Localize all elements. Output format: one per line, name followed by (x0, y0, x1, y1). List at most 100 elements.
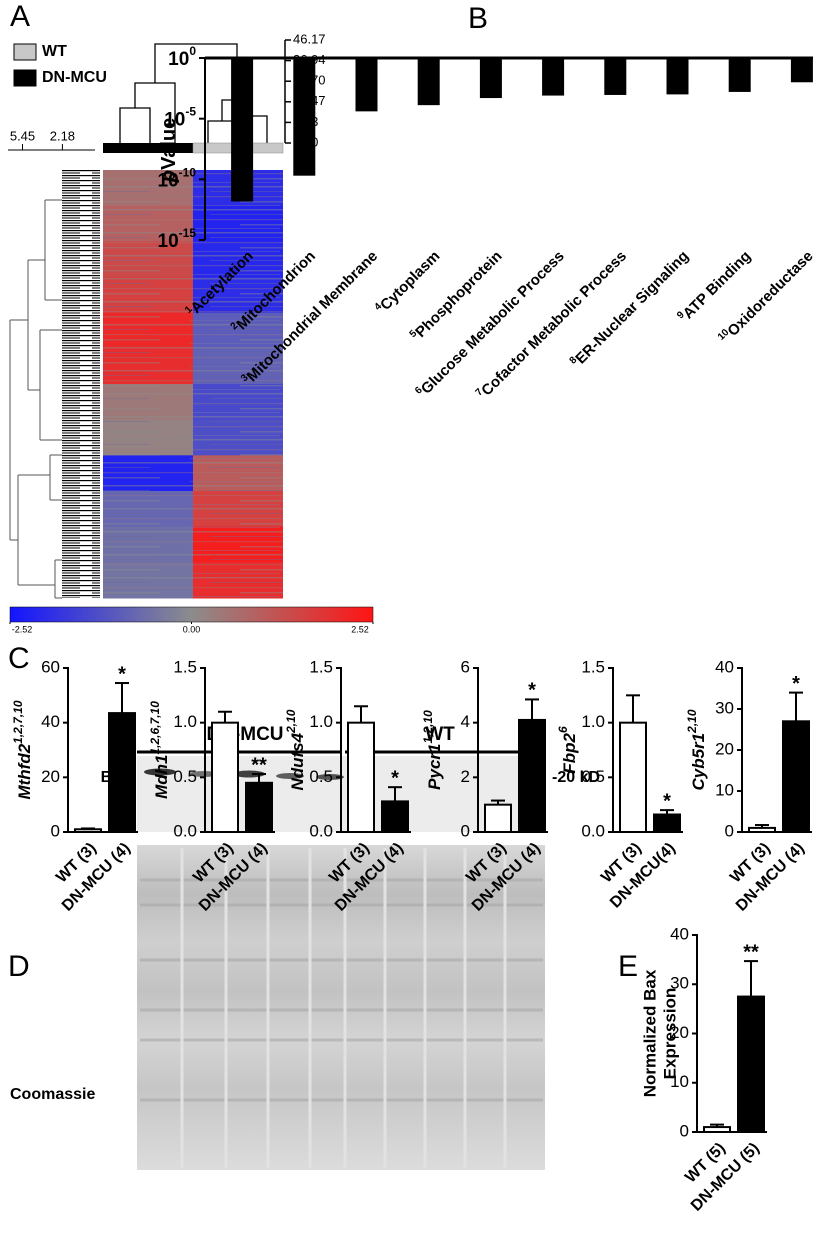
bar (518, 718, 546, 834)
tick-base: 10 (164, 110, 185, 131)
y-tick-label: 20 (715, 739, 734, 758)
bar (728, 58, 751, 92)
tick-label: 2.52 (351, 624, 369, 634)
y-tick-label: 1.5 (173, 657, 197, 676)
panel-label: B (468, 2, 488, 35)
y-axis-label: Ndufs42,10 (284, 709, 307, 790)
y-tick-label: 0.0 (173, 821, 197, 840)
bar (417, 58, 440, 106)
y-tick-label: 0 (680, 1121, 689, 1140)
y-axis-label: Pycr11,2,10 (421, 710, 444, 790)
y-tick-label: 0 (461, 821, 470, 840)
color-bar (9, 606, 374, 623)
y-tick-label: 4 (461, 712, 470, 731)
y-tick-label: 10 (715, 780, 734, 799)
y-tick-label: 0.5 (173, 767, 197, 786)
y-tick-label: 30 (670, 974, 689, 993)
y-tick-label: 0.5 (581, 767, 605, 786)
y-axis-label: Mdh11,2,6,7,10 (148, 701, 171, 799)
bar (782, 720, 810, 833)
legend-label: WT (42, 43, 67, 60)
bar (790, 58, 813, 83)
panel-label: E (618, 950, 638, 983)
tick-exponent: 0 (189, 44, 196, 58)
gene-refs: 1,2,7,10 (11, 700, 25, 744)
y-tick-label: 0 (725, 821, 734, 840)
y-tick-label: 20 (41, 767, 60, 786)
y-tick-label: 100 (168, 44, 196, 70)
bar (355, 58, 378, 112)
significance: * (391, 767, 399, 789)
gene-refs: 6 (556, 726, 570, 733)
bar (666, 58, 689, 95)
y-tick-label: 0.0 (309, 821, 333, 840)
bar (211, 721, 239, 834)
legend-label: DN-MCU (42, 69, 107, 86)
bar (484, 803, 512, 834)
row-label: Coomassie (10, 1086, 95, 1103)
gene-name: Mthfd2 (15, 743, 34, 799)
y-tick-label: 10-15 (158, 226, 197, 252)
heatmap-texture (103, 170, 283, 598)
y-label-italic: p (158, 170, 180, 183)
gene-refs: 2,10 (685, 709, 699, 734)
bar (108, 712, 136, 833)
bar (74, 828, 102, 833)
y-axis-label: Normalized Bax (640, 969, 659, 1097)
panel-a: A (8, 0, 374, 623)
bar (604, 58, 627, 95)
tick-label: 46.17 (293, 31, 326, 46)
y-tick-label: 1.0 (309, 712, 333, 731)
y-axis-label: pValue (158, 118, 180, 183)
y-tick-label: 0 (51, 821, 60, 840)
y-tick-label: 0.5 (309, 767, 333, 786)
y-tick-label: 60 (41, 657, 60, 676)
significance: ** (743, 941, 759, 963)
size-marker: -20 kD (552, 769, 600, 786)
panel-label: A (10, 0, 30, 33)
tick-base: 10 (158, 231, 179, 252)
y-axis-label: Expression (660, 988, 679, 1080)
bar (479, 58, 502, 99)
bar (245, 781, 273, 833)
y-tick-label: 1.5 (309, 657, 333, 676)
gene-name: Cyb5r1 (689, 733, 708, 791)
y-tick-label: 30 (715, 698, 734, 717)
legend-swatch (13, 69, 37, 87)
group-label: WT (425, 724, 455, 745)
x-tick-label: 8ER-Nuclear Signaling (567, 247, 692, 372)
y-axis-label: Fbp26 (556, 726, 579, 774)
tick-base: 10 (168, 49, 189, 70)
gene-name: Fbp2 (560, 732, 579, 773)
y-tick-label: 1.0 (581, 712, 605, 731)
y-tick-label: 40 (670, 924, 689, 943)
bar (293, 58, 316, 176)
coomassie-bands (140, 878, 543, 1102)
panel-label: C (8, 642, 30, 675)
tick-label: 2.18 (50, 128, 75, 143)
group-bar (103, 143, 193, 153)
y-tick-label: 20 (670, 1023, 689, 1042)
significance: ** (251, 754, 267, 776)
bar (619, 721, 647, 834)
bar (653, 813, 681, 833)
significance: * (663, 790, 671, 812)
bar (737, 995, 765, 1133)
category-name: Cytoplasm (377, 248, 443, 314)
y-tick-label: 10-10 (158, 166, 197, 192)
tick-label: 5.45 (10, 128, 35, 143)
y-tick-label: 40 (41, 712, 60, 731)
y-tick-label: 40 (715, 657, 734, 676)
bar (231, 58, 254, 202)
gene-name: Ndufs4 (288, 732, 307, 790)
bar (347, 721, 375, 834)
legend-swatch (13, 43, 37, 61)
y-tick-label: 1.5 (581, 657, 605, 676)
row-dendrogram-leaves (62, 170, 100, 598)
y-tick-label: 2 (461, 767, 470, 786)
bar (703, 1126, 731, 1133)
panel-label: D (8, 950, 30, 983)
lane-gaps (180, 848, 507, 1168)
gene-name: Pycr1 (425, 744, 444, 790)
bar (381, 800, 409, 833)
